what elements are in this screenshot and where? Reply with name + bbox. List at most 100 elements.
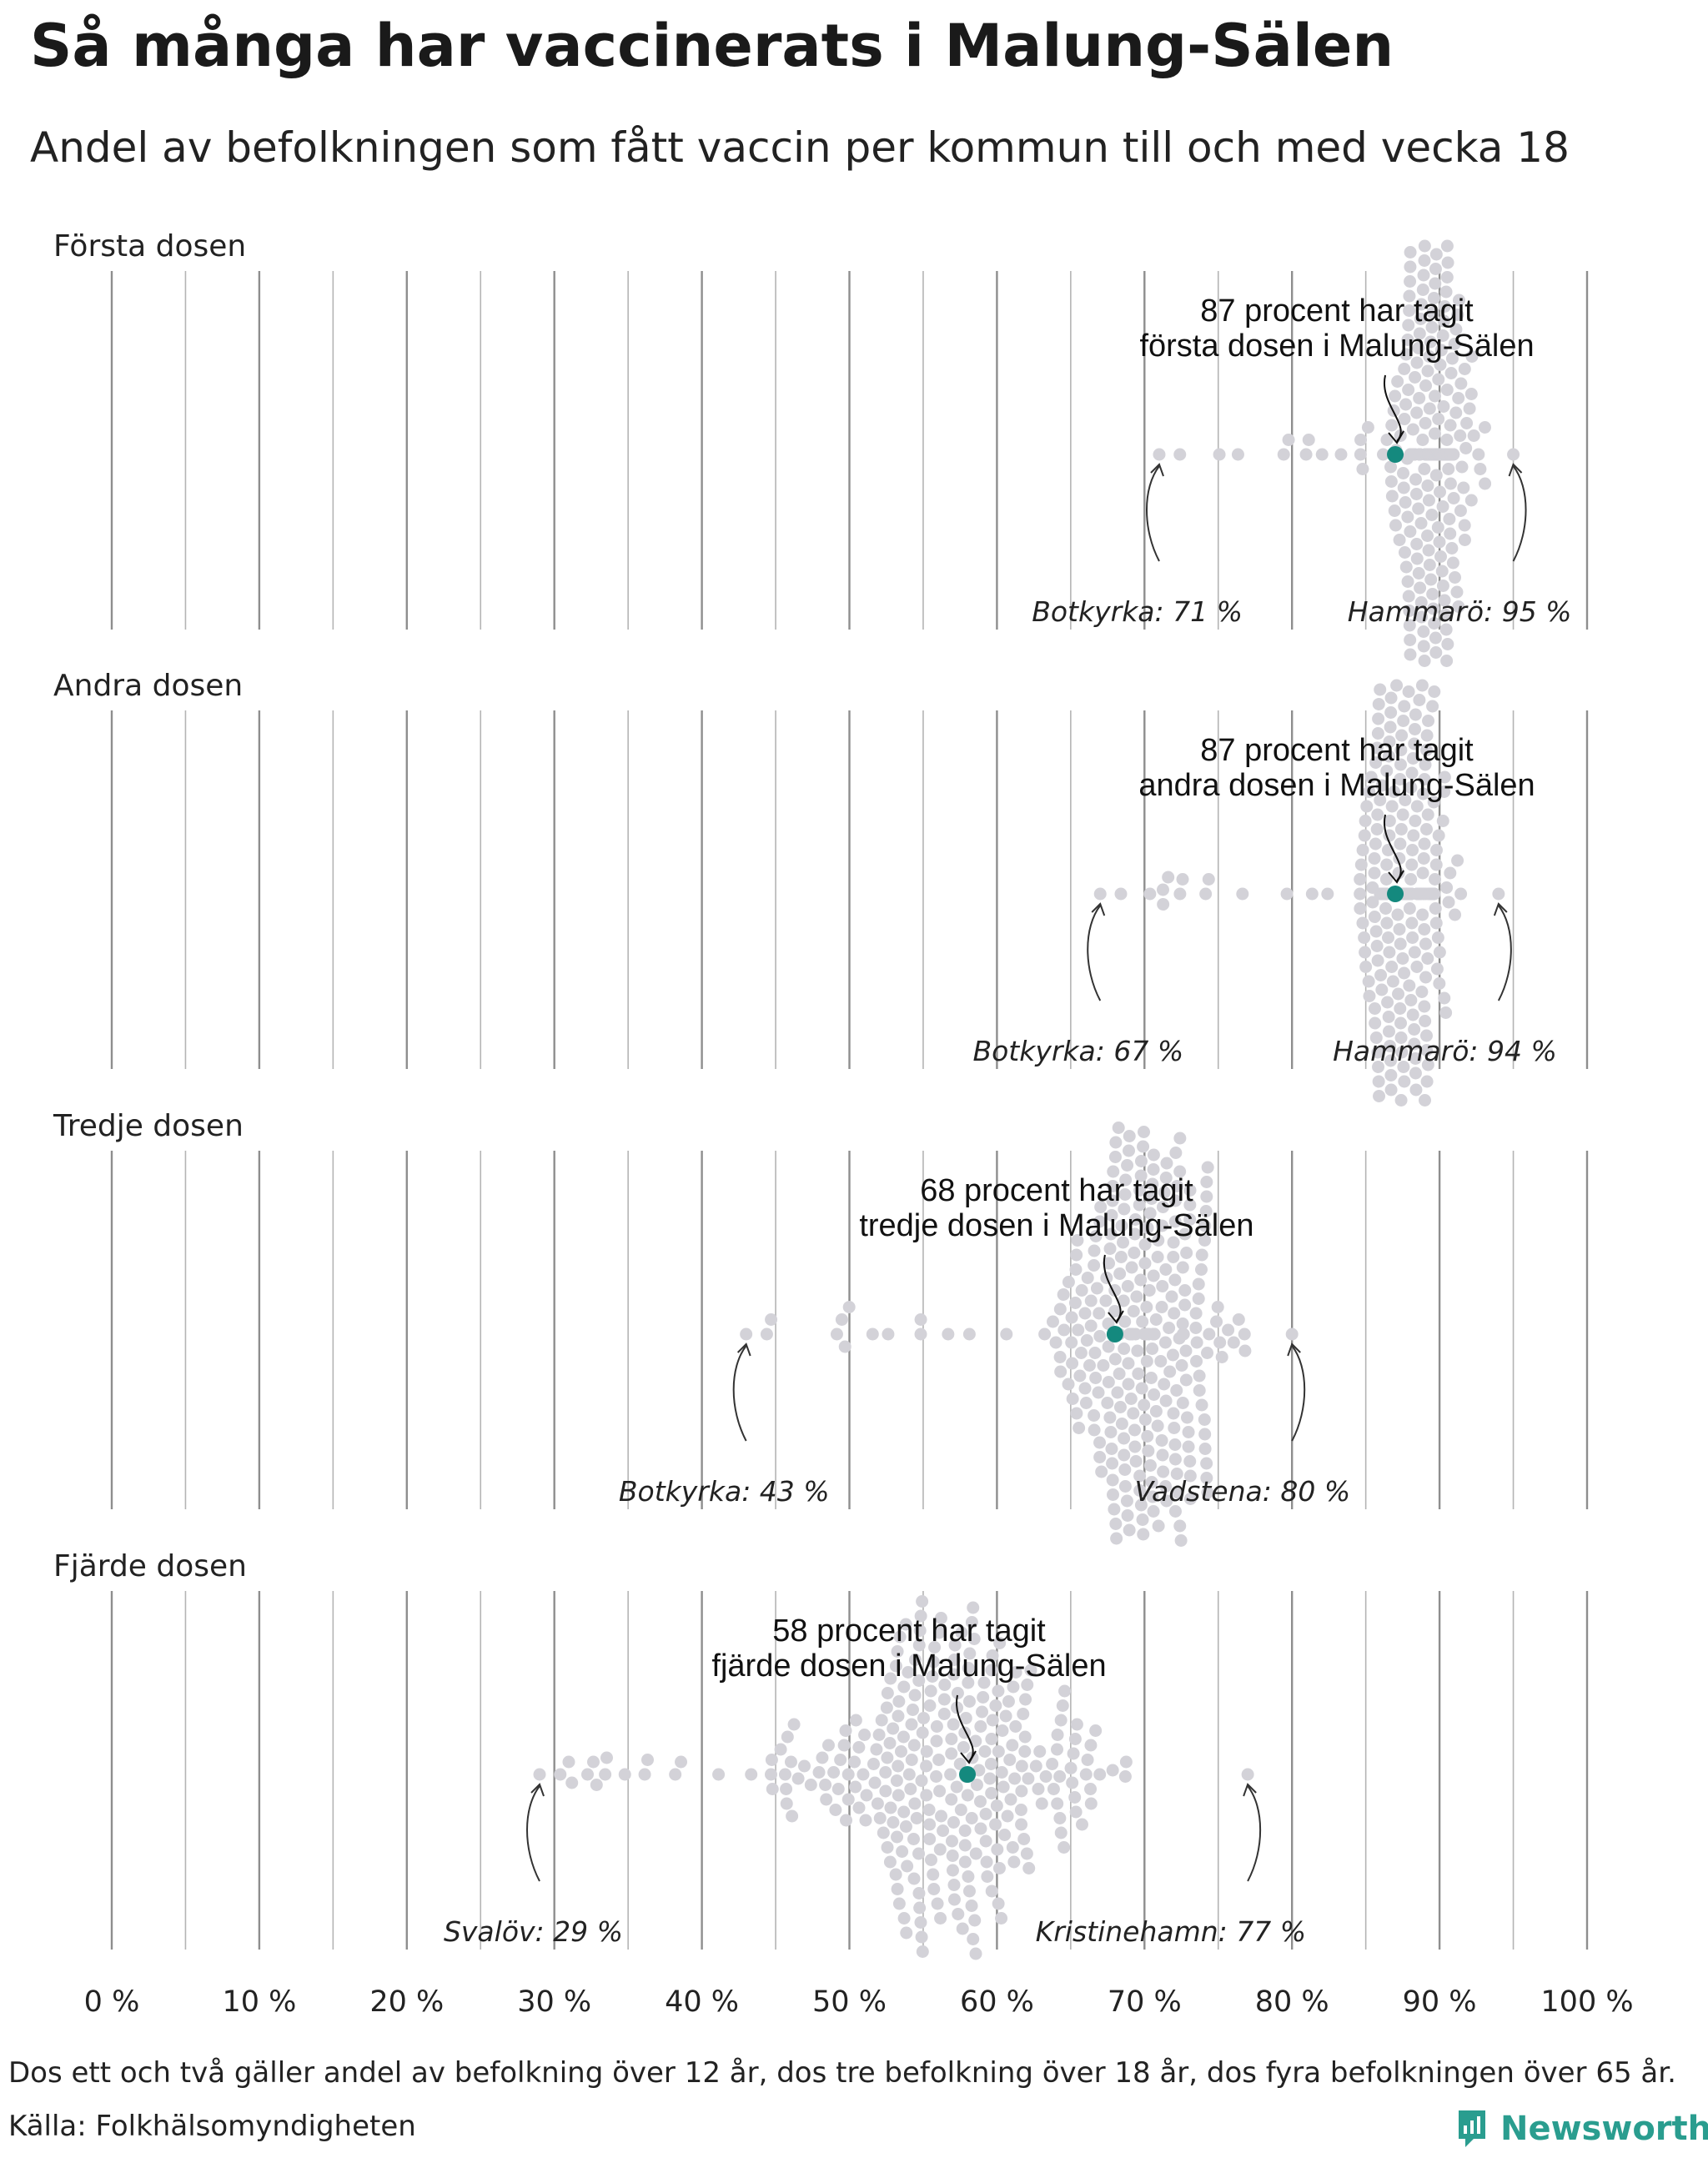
kommun-dot — [1157, 898, 1170, 911]
kommun-dot — [992, 1862, 1006, 1874]
kommun-dot — [1122, 1357, 1135, 1370]
kommun-dot — [930, 1770, 943, 1783]
kommun-dot — [1108, 1352, 1122, 1366]
kommun-dot — [1425, 509, 1439, 521]
kommun-dot — [1369, 1031, 1383, 1044]
kommun-dot — [1127, 1407, 1140, 1420]
kommun-dot — [1383, 815, 1396, 827]
kommun-dot — [985, 1884, 998, 1898]
kommun-dot — [1464, 388, 1478, 400]
kommun-dot — [1408, 737, 1421, 750]
kommun-dot — [1173, 887, 1187, 901]
kommun-dot — [884, 1801, 897, 1814]
x-tick-label: 0 % — [84, 1985, 140, 2019]
kommun-dot — [1441, 638, 1454, 650]
kommun-dot — [1193, 1384, 1206, 1397]
kommun-dot — [1450, 585, 1464, 599]
x-tick-label: 30 % — [517, 1985, 591, 2019]
kommun-dot — [1080, 1334, 1093, 1347]
kommun-dot — [797, 1759, 811, 1773]
kommun-dot — [1152, 1234, 1165, 1247]
kommun-dot — [1374, 683, 1387, 696]
kommun-dot — [1017, 1833, 1031, 1845]
kommun-dot — [1117, 1294, 1130, 1307]
kommun-dot — [1122, 1378, 1135, 1391]
kommun-dot — [969, 1947, 982, 1960]
kommun-dot — [914, 1313, 927, 1326]
kommun-dot — [1454, 887, 1468, 901]
kommun-dot — [1392, 987, 1405, 1001]
kommun-dot — [1093, 1451, 1107, 1463]
kommun-dot — [959, 1712, 972, 1724]
kommun-dot — [1465, 350, 1479, 363]
kommun-dot — [1439, 609, 1452, 621]
max-arrow — [1512, 465, 1527, 562]
kommun-dot — [1444, 367, 1458, 379]
kommun-dot — [1092, 1386, 1105, 1399]
kommun-dot — [1192, 1292, 1205, 1305]
kommun-dot — [932, 1626, 946, 1639]
kommun-dot — [1299, 448, 1313, 461]
kommun-dot — [1156, 1201, 1169, 1213]
kommun-dot — [1171, 1180, 1184, 1192]
kommun-dot — [1377, 448, 1390, 461]
kommun-dot — [912, 1639, 926, 1652]
kommun-dot — [1282, 434, 1295, 446]
kommun-dot — [1019, 1693, 1032, 1706]
kommun-dot — [1428, 887, 1441, 901]
kommun-dot — [1442, 463, 1455, 475]
kommun-dot — [1038, 1327, 1052, 1341]
kommun-dot — [992, 1745, 1005, 1758]
kommun-dot — [1429, 277, 1442, 290]
kommun-dot — [820, 1793, 833, 1806]
kommun-dot — [1114, 1251, 1128, 1263]
kommun-dot — [1084, 1783, 1098, 1795]
kommun-dot — [1190, 1355, 1203, 1368]
kommun-dot — [1418, 837, 1431, 851]
kommun-dot — [965, 1900, 978, 1912]
kommun-dot — [1084, 1797, 1098, 1810]
kommun-dot — [1213, 1336, 1227, 1349]
kommun-dot — [1364, 770, 1378, 784]
max-label: Hammarö: 94 % — [1333, 1035, 1557, 1067]
kommun-dot — [1095, 1465, 1108, 1478]
kommun-dot — [1054, 1714, 1068, 1727]
x-tick-label: 10 % — [222, 1985, 296, 2019]
kommun-dot — [1140, 1355, 1153, 1368]
kommun-dot — [1108, 1503, 1121, 1516]
kommun-dot — [1154, 1355, 1168, 1368]
kommun-dot — [1007, 1855, 1021, 1869]
kommun-dot — [1165, 1290, 1178, 1303]
kommun-dot — [1444, 419, 1457, 432]
kommun-dot — [1424, 573, 1438, 586]
kommun-dot — [962, 1662, 975, 1674]
kommun-dot — [1429, 844, 1443, 856]
kommun-dot — [1354, 887, 1367, 901]
kommun-dot — [965, 1616, 978, 1629]
kommun-dot — [1178, 1298, 1192, 1312]
highlight-arrow-head — [1388, 870, 1404, 884]
chart-subtitle: Andel av befolkningen som fått vaccin pe… — [30, 123, 1570, 172]
kommun-dot — [1159, 1394, 1173, 1408]
kommun-dot — [1460, 417, 1474, 429]
kommun-dot — [1183, 1213, 1197, 1226]
kommun-dot — [1478, 421, 1491, 434]
kommun-dot — [1405, 766, 1419, 780]
kommun-dot — [830, 1327, 843, 1341]
kommun-dot — [1479, 477, 1492, 490]
kommun-dot — [1280, 887, 1294, 901]
kommun-dot — [837, 1739, 851, 1752]
kommun-dot — [944, 1768, 957, 1781]
kommun-dot — [1396, 808, 1409, 821]
kommun-dot — [1084, 1739, 1098, 1752]
kommun-dot — [1434, 550, 1447, 563]
kommun-dot — [1449, 406, 1463, 419]
kommun-dot — [1168, 1505, 1182, 1518]
kommun-dot — [1006, 1739, 1019, 1752]
kommun-dot — [892, 1759, 905, 1773]
kommun-dot — [1088, 1409, 1101, 1422]
kommun-dot — [1382, 1025, 1395, 1038]
max-label: Hammarö: 95 % — [1348, 595, 1572, 628]
kommun-dot — [963, 1647, 977, 1660]
kommun-dot — [1198, 1234, 1212, 1247]
